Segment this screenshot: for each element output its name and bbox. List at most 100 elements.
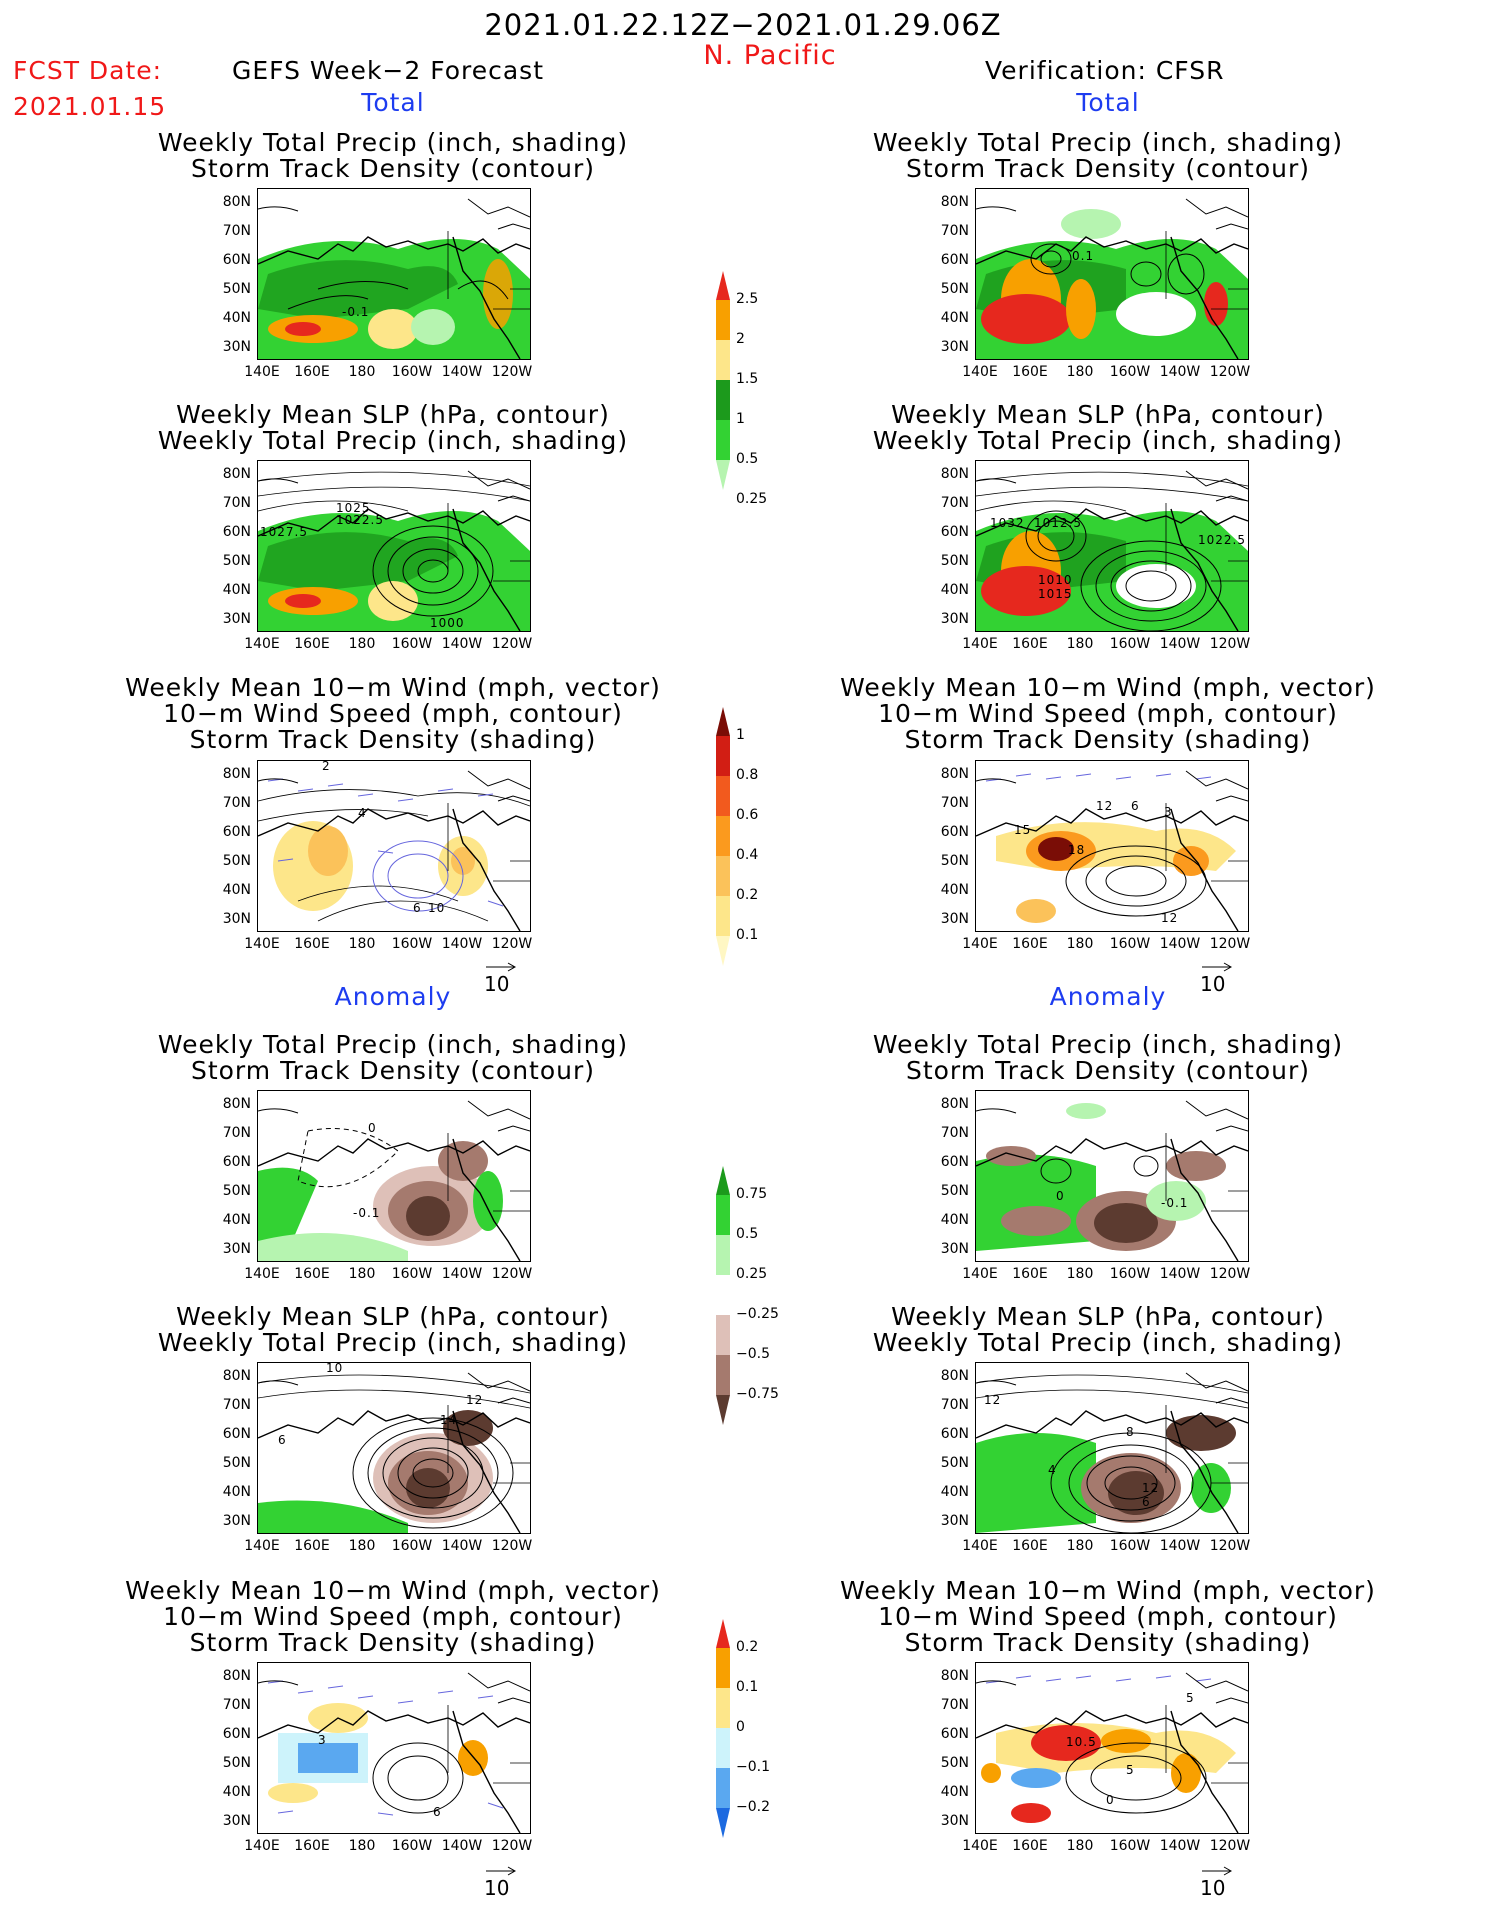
colorbar-segment: [716, 816, 730, 856]
lat-tick-label: 50N: [940, 853, 969, 869]
lon-tick-label: 160E: [294, 1266, 330, 1282]
lat-tick-label: 70N: [940, 223, 969, 239]
lon-tick-label: 160W: [1109, 364, 1151, 380]
contour-label: 2: [322, 760, 331, 773]
lon-tick-label: 120W: [1209, 1838, 1251, 1854]
colorbar-segment: [716, 1275, 730, 1315]
lat-tick-label: 80N: [940, 766, 969, 782]
lon-tick-label: 180: [1066, 1538, 1094, 1554]
lat-tick-label: 70N: [940, 795, 969, 811]
colorbar-label: 0.25: [736, 491, 768, 507]
colorbar-label: 1.5: [736, 371, 759, 387]
contour-label: 12: [1096, 799, 1114, 813]
lat-tick-label: 30N: [222, 611, 251, 627]
lat-tick-label: 80N: [222, 466, 251, 482]
lon-tick-label: 160W: [1109, 636, 1151, 652]
colorbar-segment: [716, 460, 730, 490]
panel-title: 10−m Wind Speed (mph, contour): [163, 1602, 623, 1631]
section-anomaly-left: Anomaly: [334, 982, 452, 1011]
contour-label: 5: [1126, 1763, 1135, 1777]
lon-tick-label: 120W: [1209, 936, 1251, 952]
vector-reference: 10: [484, 962, 518, 996]
lon-tick-label: 140W: [441, 1266, 483, 1282]
panel-title: Weekly Mean 10−m Wind (mph, vector): [125, 1576, 661, 1605]
lat-tick-label: 80N: [940, 466, 969, 482]
panel-title: Weekly Total Precip (inch, shading): [157, 426, 629, 455]
colorbar-segment: [716, 1728, 730, 1768]
colorbar-graphic: [716, 1619, 730, 1838]
lon-tick-label: 160E: [294, 936, 330, 952]
colorbar-label: 2: [736, 331, 745, 347]
lat-tick-label: 50N: [940, 553, 969, 569]
lat-tick-label: 60N: [940, 1154, 969, 1170]
lon-tick-label: 160E: [1012, 1266, 1048, 1282]
lat-tick-label: 70N: [940, 495, 969, 511]
lat-tick-label: 80N: [940, 194, 969, 210]
lat-tick-label: 70N: [940, 1697, 969, 1713]
lon-tick-label: 160E: [1012, 936, 1048, 952]
lat-tick-label: 50N: [940, 1183, 969, 1199]
map-cfsr-slp-anom: 12 8 4 12 6: [975, 1362, 1249, 1534]
map-cfsr-precip-anom: 0 -0.1: [975, 1090, 1249, 1262]
lon-tick-label: 180: [348, 1838, 376, 1854]
contour-label: 4: [358, 806, 367, 820]
contour-label: 6: [413, 901, 422, 915]
lat-tick-label: 60N: [222, 824, 251, 840]
vector-reference: 10: [1200, 962, 1234, 996]
section-total-right: Total: [1076, 88, 1140, 117]
lon-tick-label: 140E: [244, 1538, 280, 1554]
panel-title: Storm Track Density (shading): [189, 725, 597, 754]
contour-label: -0.1: [1161, 1196, 1189, 1210]
contour-label: 3: [1164, 805, 1173, 819]
colorbar-label: −0.1: [736, 1759, 770, 1775]
panel-title: 10−m Wind Speed (mph, contour): [163, 699, 623, 728]
contour-label: 12: [984, 1393, 1002, 1407]
lon-tick-label: 160W: [391, 1838, 433, 1854]
panel-title: Storm Track Density (contour): [905, 1056, 1311, 1085]
lat-tick-label: 80N: [222, 1668, 251, 1684]
lat-tick-label: 30N: [222, 1241, 251, 1257]
colorbar-segment: [716, 707, 730, 736]
panel-title: 10−m Wind Speed (mph, contour): [878, 1602, 1338, 1631]
panel-title: Weekly Total Precip (inch, shading): [872, 426, 1344, 455]
panel-title: Weekly Mean SLP (hPa, contour): [891, 1302, 1325, 1331]
lon-tick-label: 160W: [1109, 1538, 1151, 1554]
panel-title: Storm Track Density (shading): [189, 1628, 597, 1657]
lat-tick-label: 50N: [940, 281, 969, 297]
map-gefs-precip-anom: 0 -0.1: [257, 1090, 531, 1262]
panel-title: Storm Track Density (contour): [190, 154, 596, 183]
section-anomaly-right: Anomaly: [1049, 982, 1167, 1011]
lat-tick-label: 30N: [222, 911, 251, 927]
colorbar-segment: [716, 1648, 730, 1688]
section-total-left: Total: [361, 88, 425, 117]
lat-tick-label: 70N: [222, 1397, 251, 1413]
lon-tick-label: 140W: [441, 636, 483, 652]
panel-title: Weekly Total Precip (inch, shading): [872, 128, 1344, 157]
contour-label: -0.1: [353, 1206, 381, 1220]
panel-title: Weekly Total Precip (inch, shading): [872, 1328, 1344, 1357]
contour-label: 6: [278, 1433, 287, 1447]
map-gefs-slp-total: 1025 1022.5 1027.5 1000: [257, 460, 531, 632]
contour-label: 1000: [430, 616, 465, 630]
lon-tick-label: 160E: [1012, 364, 1048, 380]
lat-tick-label: 30N: [940, 1813, 969, 1829]
right-column-title: Verification: CFSR: [985, 56, 1225, 85]
fcst-date: 2021.01.15: [13, 92, 167, 121]
contour-label: 3: [318, 1733, 327, 1747]
lon-tick-label: 120W: [491, 1838, 533, 1854]
contour-label: 10: [326, 1362, 344, 1375]
lat-tick-label: 50N: [222, 1183, 251, 1199]
lat-tick-label: 60N: [940, 524, 969, 540]
lat-tick-label: 40N: [940, 310, 969, 326]
colorbar-label: 0.75: [736, 1186, 768, 1202]
lat-tick-label: 60N: [222, 524, 251, 540]
lat-tick-label: 80N: [222, 1096, 251, 1112]
contour-label: 1027.5: [260, 525, 308, 539]
lon-tick-label: 160E: [294, 1838, 330, 1854]
lon-tick-label: 180: [348, 364, 376, 380]
lon-tick-label: 120W: [1209, 364, 1251, 380]
lon-tick-label: 120W: [491, 936, 533, 952]
date-range: 2021.01.22.12Z−2021.01.29.06Z: [484, 8, 1002, 42]
lat-tick-label: 50N: [222, 1455, 251, 1471]
lon-tick-label: 120W: [491, 1538, 533, 1554]
